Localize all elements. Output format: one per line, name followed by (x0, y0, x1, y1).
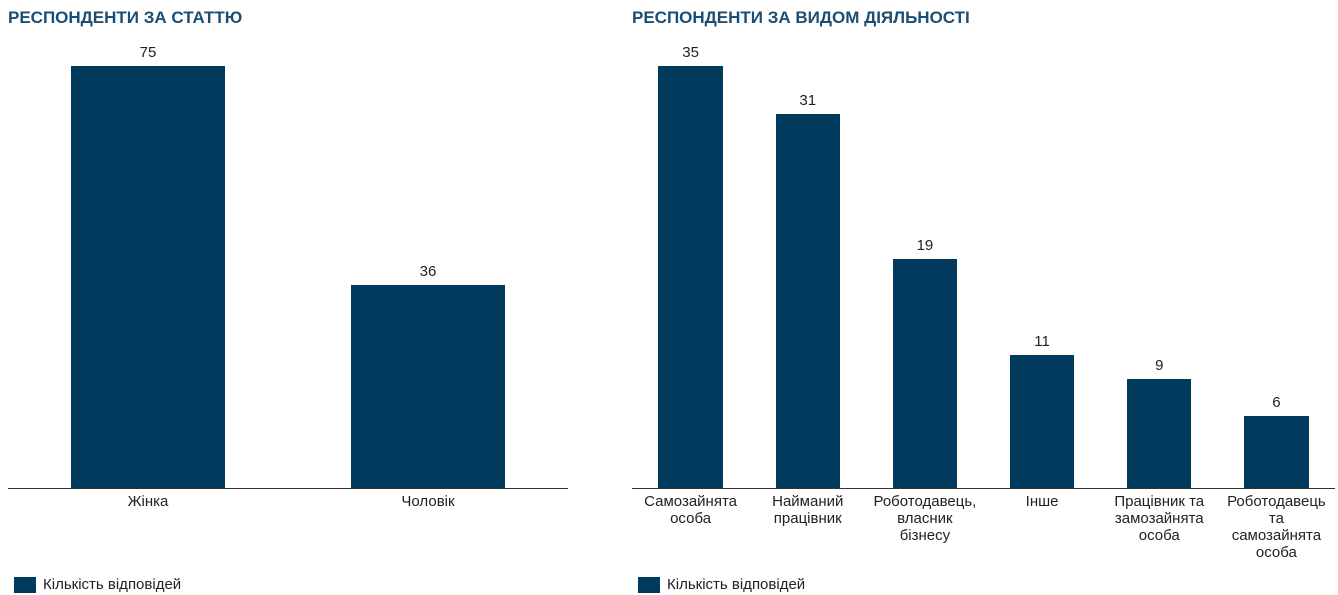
bar (658, 66, 723, 488)
x-axis (8, 488, 568, 489)
value-label: 31 (799, 92, 817, 110)
value-label: 75 (139, 44, 157, 61)
legend-swatch (638, 577, 660, 593)
chart-title: РЕСПОНДЕНТИ ЗА СТАТТЮ (8, 8, 243, 27)
value-label: 11 (1034, 333, 1050, 351)
x-tick-label: Самозайнята особа (644, 493, 738, 527)
value-label: 36 (419, 263, 437, 281)
bar (351, 285, 505, 488)
value-label: 19 (916, 236, 934, 254)
bar (775, 114, 840, 488)
legend-label: Кількість відповідей (43, 576, 182, 593)
x-tick-label: Працівник та замозайнята особа (1114, 493, 1205, 544)
x-tick-label: Найманий працівник (772, 493, 844, 527)
bar (892, 258, 958, 488)
x-tick-label: Інше (1025, 493, 1059, 510)
x-tick-label: Чоловік (401, 493, 455, 510)
value-label: 9 (1155, 357, 1164, 375)
value-label: 35 (682, 44, 699, 61)
value-label: 6 (1272, 393, 1281, 411)
bar (1009, 355, 1075, 488)
x-tick-label: Роботодавець та самозайнята особа (1227, 493, 1326, 561)
legend-swatch (14, 577, 36, 593)
bar (1244, 415, 1309, 488)
x-tick-label: Жінка (127, 493, 169, 510)
bar (71, 66, 225, 488)
bar (1127, 379, 1192, 488)
x-axis (632, 488, 1335, 489)
x-tick-label: Роботодавець, власник бізнесу (873, 493, 977, 544)
chart-title: РЕСПОНДЕНТИ ЗА ВИДОМ ДІЯЛЬНОСТІ (632, 8, 970, 27)
legend-label: Кількість відповідей (667, 576, 806, 593)
